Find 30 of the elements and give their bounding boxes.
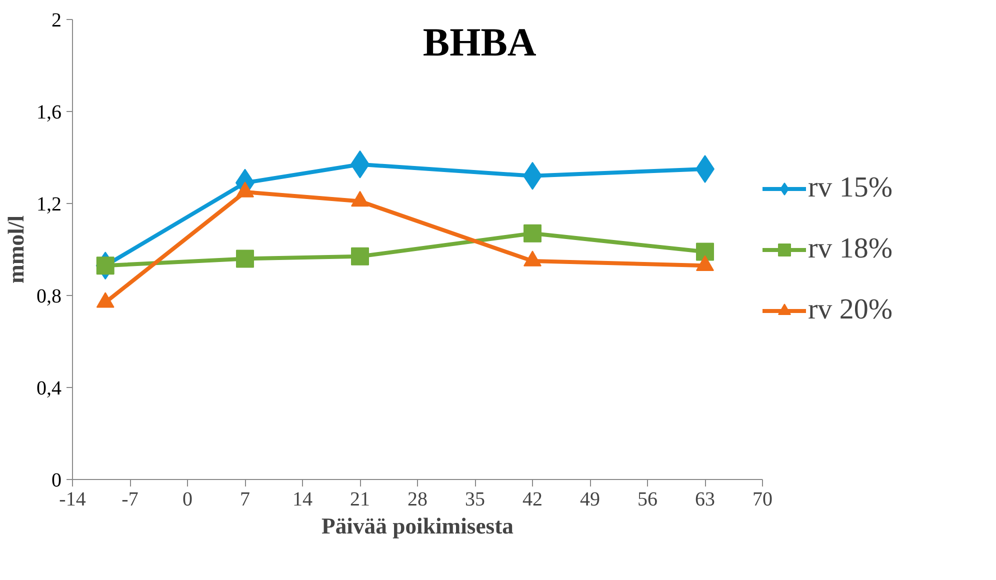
point	[236, 250, 254, 268]
x-tick-label: -7	[122, 488, 138, 510]
point	[96, 256, 114, 275]
x-tick-label: 14	[292, 488, 312, 510]
x-tick-label: 49	[580, 488, 600, 510]
x-tick-label: 42	[522, 488, 542, 510]
point	[524, 224, 542, 242]
legend-label: rv 15%	[808, 172, 893, 204]
x-tick-label: 56	[638, 488, 658, 510]
y-axis-title: mmol/l	[4, 216, 28, 284]
x-tick-label: 70	[752, 488, 772, 510]
x-tick-label: 35	[465, 488, 485, 510]
point	[696, 242, 714, 261]
x-tick-label: 0	[182, 488, 192, 510]
x-tick-label: -14	[59, 488, 86, 510]
y-tick-label: 2	[52, 10, 62, 32]
chart-title: BHBA	[422, 20, 536, 64]
y-tick-label: 0	[52, 470, 62, 492]
y-tick-label: 1,6	[36, 102, 62, 124]
legend-label: rv 18%	[808, 232, 893, 266]
legend-label: rv 20%	[808, 294, 893, 326]
x-tick-label: 28	[408, 488, 428, 510]
x-tick-label: 7	[240, 488, 250, 510]
x-tick-label: 63	[695, 488, 715, 510]
point	[351, 247, 369, 266]
x-axis-title: Päivää poikimisesta	[322, 514, 514, 538]
y-tick-label: 1,2	[36, 194, 62, 216]
y-tick-label: 0,4	[36, 378, 62, 400]
y-tick-label: 0,8	[36, 286, 62, 308]
x-tick-label: 21	[350, 488, 370, 510]
